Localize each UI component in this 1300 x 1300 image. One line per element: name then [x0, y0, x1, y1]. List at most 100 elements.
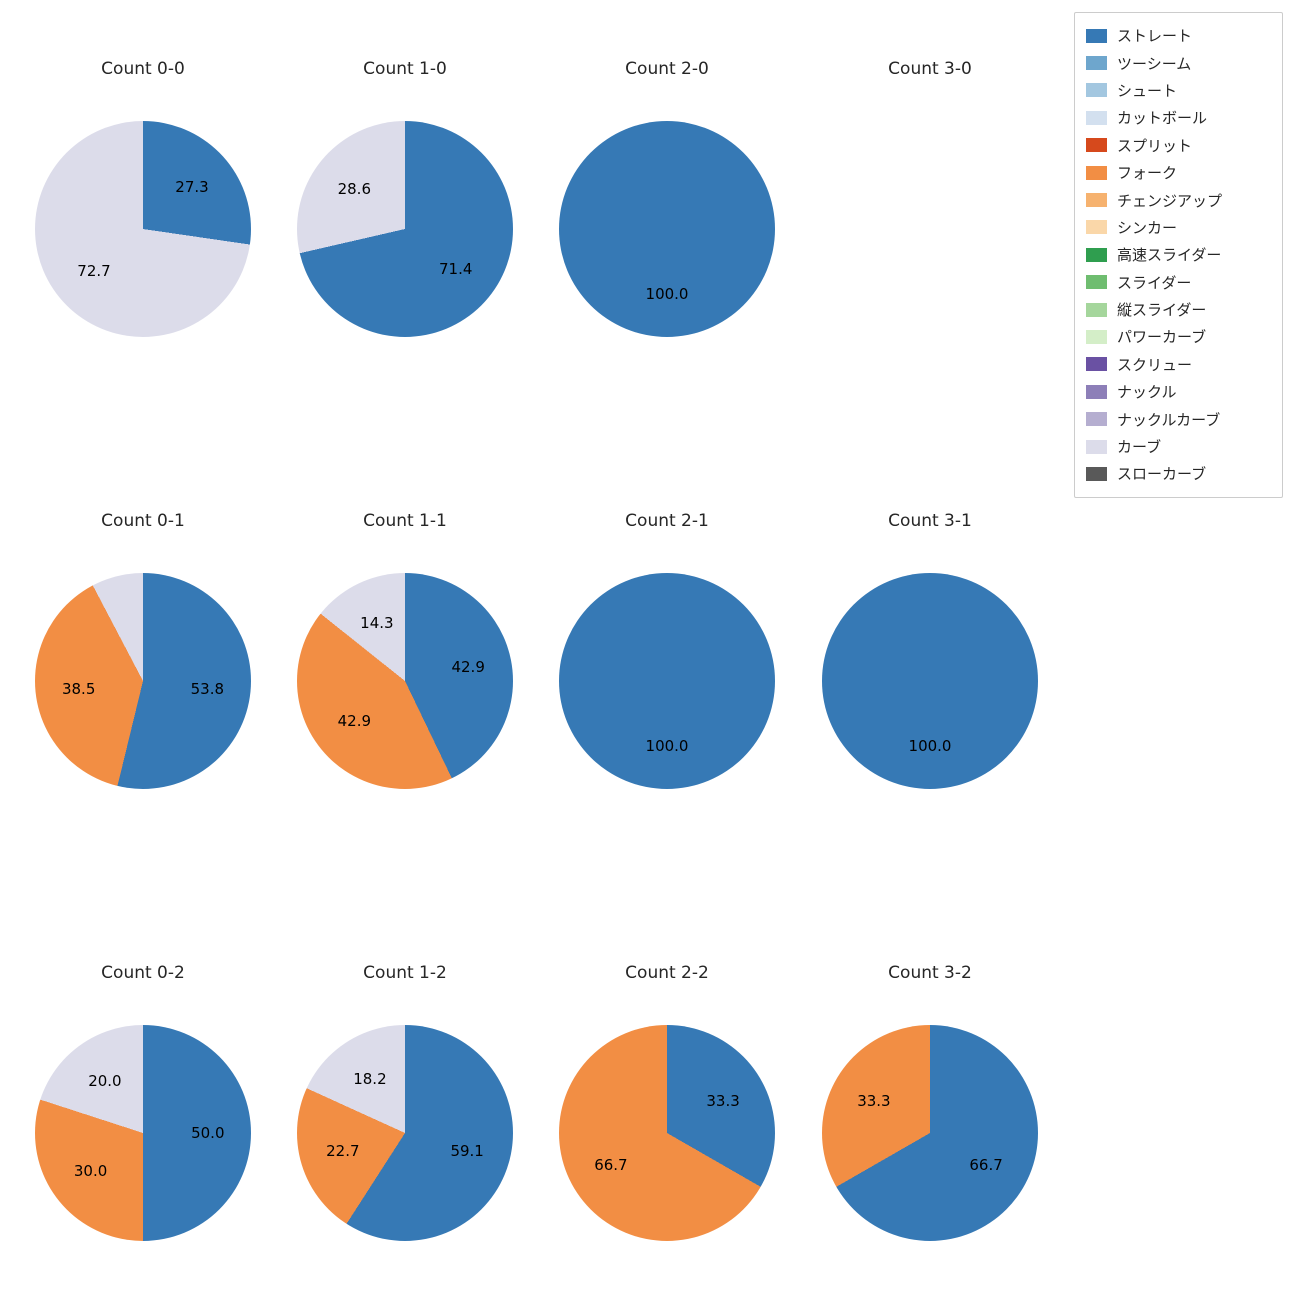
pie-count-1-0: 71.4 28.6 — [297, 121, 513, 337]
pie-slice-percentage-label: 30.0 — [73, 1162, 108, 1181]
legend-label: ツーシーム — [1117, 54, 1192, 73]
legend-item: カーブ — [1086, 433, 1271, 460]
pie-slice-percentage-label: 28.6 — [337, 179, 371, 198]
pie-count-3-1: 100.0 — [822, 573, 1038, 789]
legend-item: ストレート — [1086, 22, 1271, 49]
chart-title: Count 3-1 — [888, 511, 972, 531]
pie-slice-percentage-label: 66.7 — [594, 1156, 628, 1175]
chart-title: Count 3-2 — [888, 963, 972, 983]
legend-color-swatch — [1086, 412, 1107, 427]
legend-color-swatch — [1086, 28, 1107, 43]
legend-label: 高速スライダー — [1117, 246, 1222, 265]
pie-count-2-1: 100.0 — [559, 573, 775, 789]
legend-item: シンカー — [1086, 214, 1271, 241]
legend-color-swatch — [1086, 165, 1107, 180]
chart-title: Count 2-1 — [625, 511, 709, 531]
chart-title: Count 2-2 — [625, 963, 709, 983]
legend-item: パワーカーブ — [1086, 323, 1271, 350]
legend-label: ナックルカーブ — [1117, 410, 1221, 429]
legend-item: 高速スライダー — [1086, 241, 1271, 268]
legend-label: シンカー — [1117, 218, 1178, 237]
legend-color-swatch — [1086, 220, 1107, 235]
pie-slice-percentage-label: 18.2 — [353, 1069, 387, 1088]
chart-title: Count 1-2 — [363, 963, 447, 983]
legend-label: スライダー — [1117, 273, 1192, 292]
pie-slice-percentage-label: 42.9 — [451, 657, 485, 676]
legend-box: ストレートツーシームシュートカットボール スプリットフォークチェンジアップ シンカー… — [1074, 12, 1283, 498]
legend-color-swatch — [1086, 302, 1107, 317]
chart-title: Count 0-1 — [101, 511, 185, 531]
legend-item: チェンジアップ — [1086, 186, 1271, 213]
pie-slice-percentage-label: 20.0 — [88, 1071, 122, 1090]
chart-title: Count 1-1 — [363, 511, 447, 531]
legend-label: カットボール — [1117, 109, 1208, 128]
pie-chart-cell-count-0-0: Count 0-0 27.3 72.7 — [35, 59, 251, 337]
pie-chart-cell-count-2-1: Count 2-1 100.0 — [559, 511, 775, 789]
legend-item: ナックル — [1086, 378, 1271, 405]
legend-item: スライダー — [1086, 269, 1271, 296]
legend-label: カーブ — [1117, 438, 1162, 457]
pie-slice-percentage-label: 100.0 — [645, 736, 689, 755]
pie-slice-percentage-label: 33.3 — [706, 1091, 740, 1110]
legend-color-swatch — [1086, 329, 1107, 344]
legend-item: ナックルカーブ — [1086, 405, 1271, 432]
pie-slice-percentage-label: 53.8 — [190, 679, 225, 698]
pie-chart-cell-count-3-1: Count 3-1 100.0 — [822, 511, 1038, 789]
legend-label: スローカーブ — [1117, 465, 1207, 484]
chart-title: Count 2-0 — [625, 59, 709, 79]
chart-title: Count 1-0 — [363, 59, 447, 79]
legend-color-swatch — [1086, 384, 1107, 399]
pie-slice-percentage-label: 14.3 — [360, 613, 394, 632]
pie-slice-percentage-label: 33.3 — [857, 1091, 891, 1110]
legend-label: シュート — [1117, 81, 1178, 100]
legend-item: ツーシーム — [1086, 49, 1271, 76]
pie-chart-cell-count-3-0: Count 3-0 — [822, 59, 1038, 80]
pie-slice-percentage-label: 42.9 — [337, 712, 372, 731]
chart-title: Count 3-0 — [888, 59, 972, 79]
pie-slice-percentage-label: 50.0 — [191, 1124, 225, 1142]
chart-title: Count 0-0 — [101, 59, 185, 79]
legend-color-swatch — [1086, 247, 1107, 262]
legend-label: スクリュー — [1117, 355, 1193, 374]
legend-label: スプリット — [1117, 136, 1193, 155]
legend-item: 縦スライダー — [1086, 296, 1271, 323]
legend-label: パワーカーブ — [1117, 328, 1207, 347]
pie-chart-cell-count-2-2: Count 2-2 33.3 66.7 — [559, 963, 775, 1241]
legend-label: 縦スライダー — [1117, 301, 1207, 320]
pie-slice-percentage-label: 71.4 — [438, 260, 473, 279]
pie-chart-cell-count-0-2: Count 0-2 50.0 30.0 20.0 — [35, 963, 251, 1241]
pie-count-2-0: 100.0 — [559, 121, 775, 337]
pie-count-0-2: 50.0 30.0 20.0 — [35, 1025, 251, 1241]
pie-chart-cell-count-1-0: Count 1-0 71.4 28.6 — [297, 59, 513, 337]
legend-color-swatch — [1086, 138, 1107, 153]
legend-color-swatch — [1086, 439, 1107, 454]
pie-slice-percentage-label: 66.7 — [969, 1156, 1003, 1175]
legend-label: ストレート — [1117, 27, 1193, 46]
legend-color-swatch — [1086, 193, 1107, 208]
legend-label: フォーク — [1117, 164, 1178, 183]
pie-chart-cell-count-2-0: Count 2-0 100.0 — [559, 59, 775, 337]
pie-count-2-2: 33.3 66.7 — [559, 1025, 775, 1241]
pie-count-3-2: 66.7 33.3 — [822, 1025, 1038, 1241]
pie-slice-percentage-label: 100.0 — [908, 736, 952, 755]
legend-label: ナックル — [1117, 383, 1177, 402]
pie-slice-percentage-label: 38.5 — [61, 679, 96, 698]
legend-item: スプリット — [1086, 132, 1271, 159]
legend-label: チェンジアップ — [1117, 191, 1223, 210]
legend-item: フォーク — [1086, 159, 1271, 186]
legend-color-swatch — [1086, 83, 1107, 98]
pie-chart-cell-count-3-2: Count 3-2 66.7 33.3 — [822, 963, 1038, 1241]
legend-item: カットボール — [1086, 104, 1271, 131]
pie-slice-percentage-label: 22.7 — [326, 1142, 360, 1161]
pie-slice-percentage-label: 72.7 — [77, 262, 111, 281]
pie-chart-cell-count-0-1: Count 0-1 53.8 38.5 — [35, 511, 251, 789]
pie-count-0-1: 53.8 38.5 — [35, 573, 251, 789]
pie-slice-percentage-label: 27.3 — [175, 177, 209, 196]
legend-item: スローカーブ — [1086, 460, 1271, 487]
pie-count-0-0: 27.3 72.7 — [35, 121, 251, 337]
pie-chart-cell-count-1-2: Count 1-2 59.1 22.7 18.2 — [297, 963, 513, 1241]
legend-color-swatch — [1086, 357, 1107, 372]
legend-item: スクリュー — [1086, 351, 1271, 378]
legend-item: シュート — [1086, 77, 1271, 104]
